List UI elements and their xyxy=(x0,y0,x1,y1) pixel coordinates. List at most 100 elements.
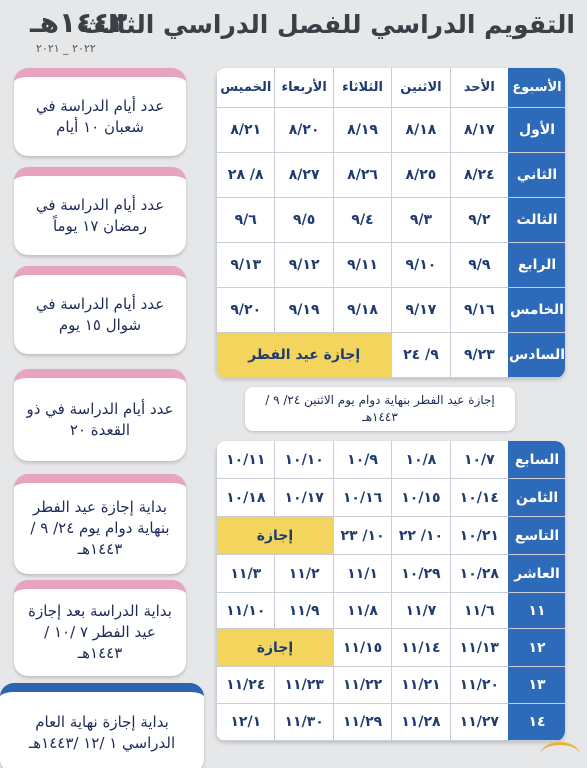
card-text: بداية الدراسة بعد إجازة عيد الفطر ٧ /١٠ … xyxy=(28,602,172,662)
header-wednesday: الأربعاء xyxy=(274,68,333,108)
holiday-cell: إجازة عيد الفطر xyxy=(216,333,392,378)
header-thursday: الخميس xyxy=(216,68,275,108)
day-cell: ٩/١٣ xyxy=(216,243,275,288)
day-cell: ١١/٣٠ xyxy=(274,704,333,741)
day-cell: ٩/١١ xyxy=(332,243,392,288)
table-row: السادس ٩/٢٣ ٩/ ٢٤ إجازة عيد الفطر xyxy=(216,333,565,378)
table-row: السابع ١٠/٧ ١٠/٨ ١٠/٩ ١٠/١٠ ١٠/١١ xyxy=(216,441,565,479)
week-label: الرابع xyxy=(508,243,565,288)
day-cell: ٩/١٦ xyxy=(449,288,508,333)
card-text: عدد أيام الدراسة في رمضان ١٧ يوماً xyxy=(35,195,165,235)
card-text: عدد أيام الدراسة في شوال ١٥ يوم xyxy=(35,294,165,334)
holiday-cell: إجازة xyxy=(216,517,333,555)
day-cell: ١١/٢٤ xyxy=(216,667,275,704)
day-cell: ١١/٨ xyxy=(332,593,392,629)
table-row: الرابع ٩/٩ ٩/١٠ ٩/١١ ٩/١٢ ٩/١٣ xyxy=(216,243,565,288)
week-label: الخامس xyxy=(508,288,565,333)
day-cell: ٩/٥ xyxy=(274,198,333,243)
calendar-table-1: الأسبوع الأحد الاثنين الثلاثاء الأربعاء … xyxy=(216,68,565,378)
day-cell: ٨/٢٤ xyxy=(449,153,508,198)
table-row: ١١ ١١/٦ ١١/٧ ١١/٨ ١١/٩ ١١/١٠ xyxy=(216,593,565,629)
calendar-table-2: السابع ١٠/٧ ١٠/٨ ١٠/٩ ١٠/١٠ ١٠/١١ الثامن… xyxy=(216,441,565,741)
card-dhulqadah-days: عدد أيام الدراسة في ذو القعدة ٢٠ xyxy=(14,369,186,461)
table-row: ١٤ ١١/٢٧ ١١/٢٨ ١١/٢٩ ١١/٣٠ ١٢/١ xyxy=(216,704,565,741)
table-row: الأول ٨/١٧ ٨/١٨ ٨/١٩ ٨/٢٠ ٨/٢١ xyxy=(216,108,565,153)
day-cell: ١١/٢٨ xyxy=(391,704,450,741)
week-label: الأول xyxy=(508,108,565,153)
day-cell: ١٠/١٠ xyxy=(274,441,333,479)
card-ramadan-days: عدد أيام الدراسة في رمضان ١٧ يوماً xyxy=(14,167,186,255)
week-label: السادس xyxy=(508,333,565,378)
day-cell: ١١/٣ xyxy=(216,555,275,593)
header-week: الأسبوع xyxy=(508,68,565,108)
day-cell: ٨/١٧ xyxy=(449,108,508,153)
week-label: ١٣ xyxy=(508,667,565,704)
day-cell: ٩/٢٣ xyxy=(449,333,508,378)
day-cell: ٩/٣ xyxy=(391,198,450,243)
week-label: التاسع xyxy=(508,517,565,555)
table-row: العاشر ١٠/٢٨ ١٠/٢٩ ١١/١ ١١/٢ ١١/٣ xyxy=(216,555,565,593)
holiday-cell: إجازة xyxy=(216,629,333,667)
header-monday: الاثنين xyxy=(391,68,450,108)
day-cell: ١١/١٠ xyxy=(216,593,275,629)
hijri-year: ١٤٤٣هـ xyxy=(30,6,128,39)
day-cell: ١١/١٣ xyxy=(449,629,508,667)
day-cell: ١٠/٧ xyxy=(449,441,508,479)
day-cell: ١٠/٢١ xyxy=(449,517,508,555)
day-cell: ١١/٢ xyxy=(274,555,333,593)
day-cell: ١١/٢١ xyxy=(391,667,450,704)
card-eid-holiday-start: بداية إجازة عيد الفطر بنهاية دوام يوم ٢٤… xyxy=(14,474,186,574)
week-label: ١٢ xyxy=(508,629,565,667)
day-cell: ١١/٢٣ xyxy=(274,667,333,704)
day-cell: ١٢/١ xyxy=(216,704,275,741)
day-cell: ١١/١٥ xyxy=(332,629,392,667)
day-cell: ١٠/١٥ xyxy=(391,479,450,517)
week-label: ١١ xyxy=(508,593,565,629)
page-title: التقويم الدراسي للفصل الدراسي الثالث xyxy=(80,10,575,39)
page-header: التقويم الدراسي للفصل الدراسي الثالث ١٤٤… xyxy=(0,0,587,62)
day-cell: ٩/١٧ xyxy=(391,288,450,333)
card-text: عدد أيام الدراسة في شعبان ١٠ أيام xyxy=(35,96,165,136)
day-cell: ٨/٢٥ xyxy=(391,153,450,198)
day-cell: ١٠/١٤ xyxy=(449,479,508,517)
table-header-row: الأسبوع الأحد الاثنين الثلاثاء الأربعاء … xyxy=(216,68,565,108)
gregorian-years: ٢٠٢٢ _ ٢٠٢١ xyxy=(36,42,96,55)
day-cell: ٩/١٢ xyxy=(274,243,333,288)
day-cell: ٩/٦ xyxy=(216,198,275,243)
table-row: الثالث ٩/٢ ٩/٣ ٩/٤ ٩/٥ ٩/٦ xyxy=(216,198,565,243)
card-text: بداية إجازة عيد الفطر بنهاية دوام يوم ٢٤… xyxy=(30,498,170,558)
day-cell: ١٠/٢٩ xyxy=(391,555,450,593)
day-cell: ٩/١٩ xyxy=(274,288,333,333)
table-row: الثامن ١٠/١٤ ١٠/١٥ ١٠/١٦ ١٠/١٧ ١٠/١٨ xyxy=(216,479,565,517)
card-year-end-holiday: بداية إجازة نهاية العام الدراسي ١ /١٢ /١… xyxy=(0,683,204,768)
logo-arc-icon xyxy=(540,742,580,768)
day-cell: ١٠/٢٨ xyxy=(449,555,508,593)
day-cell: ١٠/١٧ xyxy=(274,479,333,517)
week-label: العاشر xyxy=(508,555,565,593)
day-cell: ٨/٢٦ xyxy=(332,153,392,198)
day-cell: ٩/١٠ xyxy=(391,243,450,288)
day-cell: ٩/٩ xyxy=(449,243,508,288)
week-label: الثالث xyxy=(508,198,565,243)
day-cell: ١١/٢٧ xyxy=(449,704,508,741)
table-row: ١٢ ١١/١٣ ١١/١٤ ١١/١٥ إجازة xyxy=(216,629,565,667)
day-cell: ١١/٢٩ xyxy=(332,704,392,741)
card-text: بداية إجازة نهاية العام الدراسي ١ /١٢ /١… xyxy=(28,712,176,752)
day-cell: ٨/٢٠ xyxy=(274,108,333,153)
card-shawwal-days: عدد أيام الدراسة في شوال ١٥ يوم xyxy=(14,266,186,354)
day-cell: ١٠/١٦ xyxy=(332,479,392,517)
day-cell: ٩/٤ xyxy=(332,198,392,243)
day-cell: ١٠/ ٢٢ xyxy=(391,517,450,555)
week-label: ١٤ xyxy=(508,704,565,741)
day-cell: ٩/٢ xyxy=(449,198,508,243)
week-label: الثاني xyxy=(508,153,565,198)
table-row: ١٣ ١١/٢٠ ١١/٢١ ١١/٢٢ ١١/٢٣ ١١/٢٤ xyxy=(216,667,565,704)
card-shaban-days: عدد أيام الدراسة في شعبان ١٠ أيام xyxy=(14,68,186,156)
day-cell: ٨/٢١ xyxy=(216,108,275,153)
day-cell: ٨/٢٧ xyxy=(274,153,333,198)
table-row: التاسع ١٠/٢١ ١٠/ ٢٢ ١٠/ ٢٣ إجازة xyxy=(216,517,565,555)
week-label: الثامن xyxy=(508,479,565,517)
eid-note: إجازة عيد الفطر بنهاية دوام يوم الاثنين … xyxy=(245,387,515,431)
day-cell: ٨/١٩ xyxy=(332,108,392,153)
day-cell: ١١/٩ xyxy=(274,593,333,629)
